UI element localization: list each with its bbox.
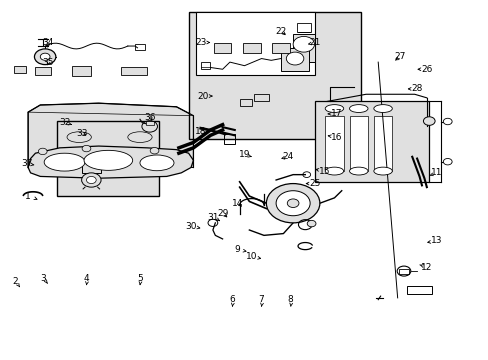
Text: 17: 17	[330, 109, 342, 118]
Bar	[224, 134, 234, 144]
Bar	[120, 67, 147, 75]
Text: 36: 36	[143, 113, 155, 122]
Polygon shape	[28, 103, 193, 167]
Circle shape	[443, 118, 451, 125]
Text: 22: 22	[275, 27, 286, 36]
Text: 8: 8	[287, 295, 293, 304]
Bar	[196, 12, 314, 75]
Circle shape	[287, 199, 298, 207]
Text: 37: 37	[21, 159, 32, 168]
Text: 15: 15	[318, 167, 330, 176]
Bar	[398, 269, 408, 274]
Text: 21: 21	[309, 38, 320, 47]
Bar	[407, 287, 431, 294]
Bar	[296, 23, 310, 32]
Text: 23: 23	[195, 38, 206, 47]
Ellipse shape	[373, 167, 391, 175]
Text: 32: 32	[59, 118, 70, 127]
Text: 35: 35	[42, 58, 53, 67]
Text: 16: 16	[330, 132, 342, 141]
Circle shape	[276, 191, 309, 216]
Text: 31: 31	[207, 213, 218, 222]
Ellipse shape	[44, 153, 85, 171]
Bar	[281, 48, 308, 71]
Circle shape	[266, 184, 319, 223]
Circle shape	[34, 49, 56, 64]
Text: 33: 33	[76, 129, 87, 138]
Text: 26: 26	[420, 65, 432, 74]
Text: 34: 34	[42, 38, 53, 47]
Bar	[314, 102, 428, 182]
Circle shape	[81, 173, 101, 187]
Circle shape	[292, 36, 314, 52]
Text: 7: 7	[258, 295, 264, 304]
Circle shape	[423, 117, 434, 125]
Text: 12: 12	[420, 263, 432, 272]
Text: 9: 9	[234, 245, 240, 254]
Circle shape	[82, 145, 91, 152]
Bar	[243, 43, 260, 53]
Bar	[276, 199, 285, 203]
Bar	[14, 66, 26, 73]
Circle shape	[86, 176, 96, 184]
Ellipse shape	[373, 105, 391, 112]
Bar	[272, 43, 289, 53]
Text: 19: 19	[238, 150, 250, 159]
Text: 2: 2	[12, 277, 18, 286]
Ellipse shape	[84, 150, 132, 170]
Text: 24: 24	[282, 152, 293, 161]
Bar	[135, 44, 144, 50]
Text: 27: 27	[394, 52, 405, 61]
Circle shape	[38, 148, 47, 155]
Polygon shape	[28, 146, 193, 178]
Bar	[35, 67, 51, 75]
Bar	[239, 99, 251, 106]
Text: 20: 20	[197, 91, 208, 100]
Bar	[349, 116, 367, 171]
Bar	[188, 12, 361, 139]
Bar	[81, 162, 101, 173]
Text: 18: 18	[195, 127, 206, 136]
Text: 1: 1	[25, 192, 31, 201]
Text: 13: 13	[430, 236, 442, 245]
Bar	[213, 43, 231, 53]
Ellipse shape	[140, 155, 174, 171]
Bar	[146, 121, 153, 125]
Ellipse shape	[325, 105, 343, 112]
Text: 30: 30	[185, 222, 196, 231]
Ellipse shape	[325, 167, 343, 175]
Text: 28: 28	[410, 84, 422, 93]
Circle shape	[150, 148, 159, 154]
Text: 11: 11	[430, 168, 442, 177]
Text: 4: 4	[83, 274, 89, 283]
Bar	[57, 121, 159, 196]
Text: 6: 6	[229, 295, 235, 304]
Text: 14: 14	[231, 199, 243, 208]
Text: 5: 5	[137, 274, 142, 283]
Circle shape	[286, 52, 303, 65]
Bar	[325, 116, 343, 171]
Text: 25: 25	[309, 179, 320, 188]
Bar	[373, 116, 391, 171]
Bar	[292, 33, 314, 62]
Text: 29: 29	[217, 210, 228, 219]
Ellipse shape	[349, 167, 367, 175]
Circle shape	[40, 53, 50, 60]
Ellipse shape	[349, 105, 367, 112]
Bar	[254, 94, 268, 102]
Bar	[201, 62, 210, 69]
Bar	[72, 66, 91, 76]
Text: 10: 10	[245, 252, 257, 261]
Circle shape	[306, 220, 315, 227]
Text: 3: 3	[40, 274, 45, 283]
Circle shape	[443, 158, 451, 165]
